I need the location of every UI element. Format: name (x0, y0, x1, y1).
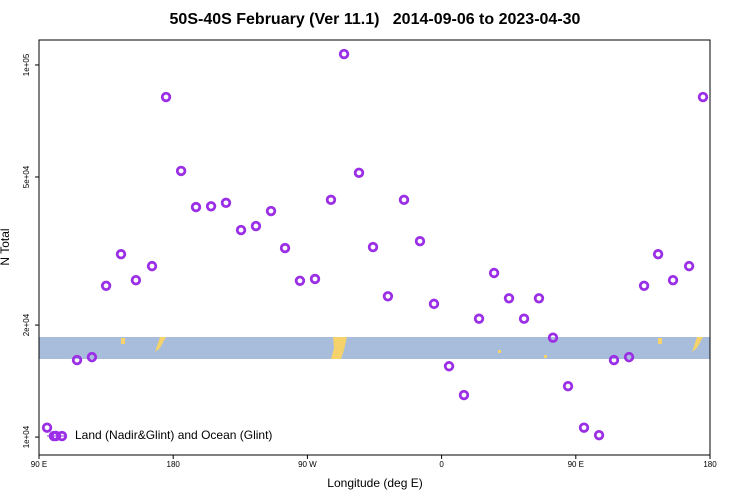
x-tick-label: 90 E (568, 460, 584, 469)
point (235, 224, 247, 236)
point (353, 167, 365, 179)
point (473, 313, 485, 324)
point (503, 293, 515, 304)
chart-title: 50S-40S February (Ver 11.1) 2014-09-06 t… (170, 11, 581, 28)
point (533, 293, 545, 304)
point (443, 361, 455, 372)
point (367, 241, 379, 253)
x-tick-label: 90 W (298, 460, 317, 469)
point (458, 389, 470, 401)
point (130, 274, 142, 286)
legend-label: Land (Nadir&Glint) and Ocean (Glint) (75, 428, 272, 442)
point (220, 197, 232, 209)
point (294, 275, 306, 287)
point (309, 273, 321, 285)
point (638, 280, 650, 291)
y-axis-label: N Total (0, 228, 12, 265)
y-tick-label: 1e+05 (22, 53, 31, 76)
y-tick-label: 1e+04 (22, 425, 31, 448)
point (623, 351, 635, 363)
point (160, 91, 172, 103)
x-tick-label: 0 (439, 460, 444, 469)
point (279, 242, 291, 254)
y-tick-label: 5e+04 (22, 165, 31, 188)
x-tick-label: 180 (703, 460, 717, 469)
point (488, 267, 500, 279)
point (338, 48, 350, 60)
x-axis-label: Longitude (deg E) (327, 476, 422, 490)
x-tick-label: 180 (167, 460, 181, 469)
point (683, 260, 695, 272)
legend-marker (50, 430, 62, 442)
point (428, 298, 440, 310)
point (593, 429, 605, 441)
point (115, 249, 127, 260)
point (578, 422, 590, 433)
point (325, 194, 337, 206)
plot-frame (38, 39, 711, 456)
point (652, 249, 664, 260)
point (190, 201, 202, 213)
point (100, 280, 112, 291)
point (146, 260, 158, 272)
point (667, 274, 679, 286)
y-tick-label: 2e+04 (22, 313, 31, 336)
point (71, 354, 83, 366)
point (250, 220, 262, 232)
point (265, 205, 277, 217)
x-tick-label: 90 E (31, 460, 47, 469)
point (547, 332, 559, 343)
point (562, 380, 574, 392)
map-strip (39, 337, 710, 359)
point (697, 91, 709, 103)
point (414, 236, 426, 247)
point (398, 194, 410, 206)
point (86, 351, 98, 363)
point (382, 291, 394, 302)
point (205, 201, 217, 212)
point (608, 354, 620, 366)
point (175, 165, 187, 177)
point (518, 313, 530, 324)
point (41, 422, 53, 433)
